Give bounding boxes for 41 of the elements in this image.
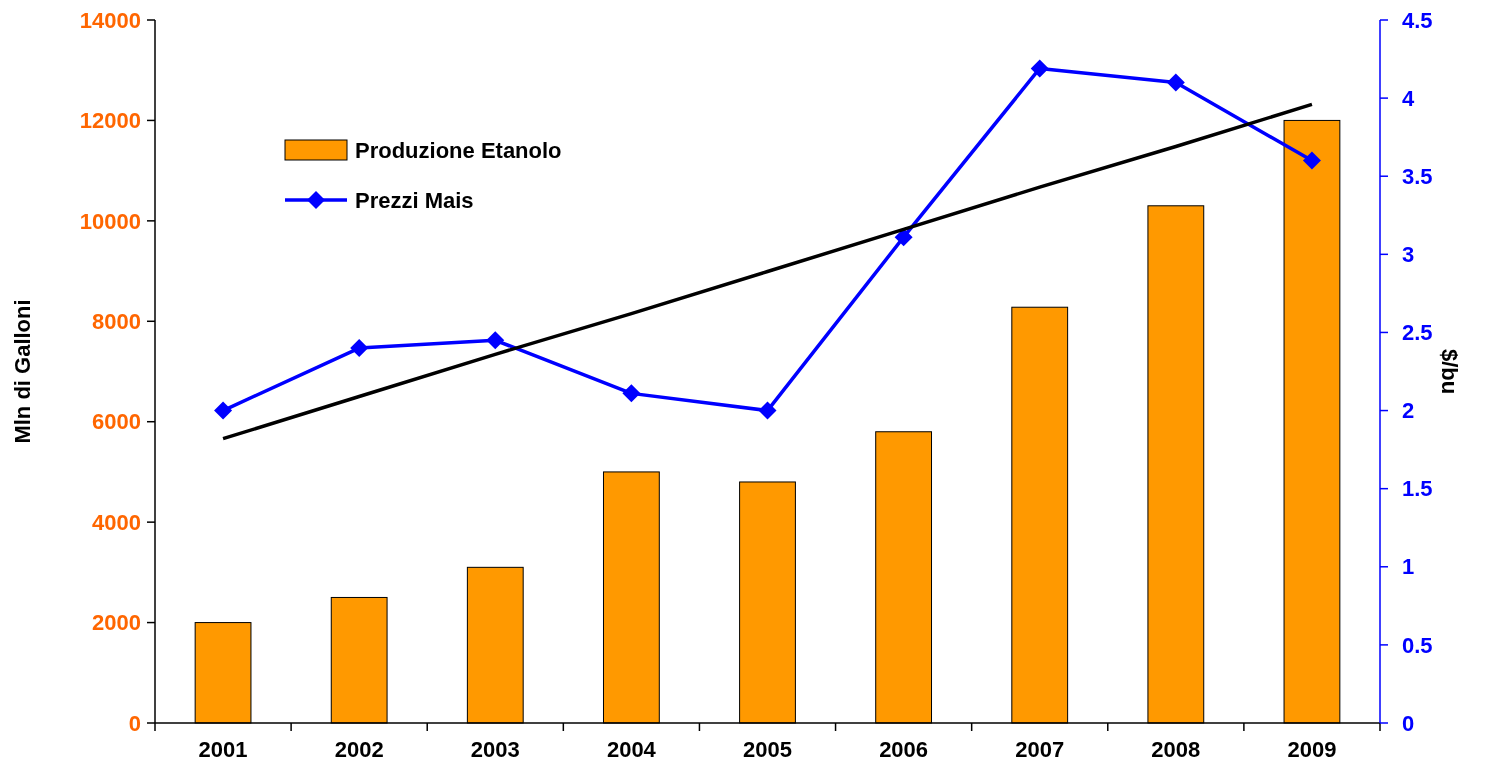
point: [1302, 151, 1321, 170]
x-tick-label: 2002: [334, 737, 384, 762]
y2-tick-label: 4: [1402, 85, 1415, 111]
y2-tick-label: 1.5: [1402, 476, 1433, 502]
point: [758, 401, 777, 420]
y2-tick-label: 0: [1402, 710, 1415, 736]
x-tick-label: 2007: [1015, 737, 1065, 762]
x-tick-label: 2004: [606, 737, 657, 762]
x-tick-label: 2009: [1287, 737, 1337, 762]
x-tick-label: 2006: [879, 737, 929, 762]
point: [486, 331, 505, 350]
y2-axis-title: $/bu: [1437, 348, 1462, 395]
y-tick-label: 14000: [79, 7, 141, 33]
y-tick-label: 0: [128, 710, 141, 736]
y2-tick-label: 4.5: [1402, 7, 1433, 33]
legend-label: Prezzi Mais: [355, 187, 474, 213]
point: [1030, 59, 1049, 78]
y-tick-label: 6000: [92, 409, 141, 435]
y2-tick-label: 3.5: [1402, 163, 1433, 189]
y-tick-label: 12000: [79, 108, 141, 134]
y-tick-label: 2000: [92, 610, 141, 636]
legend-label: Produzione Etanolo: [355, 137, 562, 163]
y-tick-label: 10000: [79, 208, 141, 234]
x-tick-label: 2008: [1151, 737, 1201, 762]
line-series: [221, 102, 1314, 441]
y-axis-title: Mln di Galloni: [10, 299, 35, 444]
x-tick-label: 2005: [743, 737, 792, 762]
point: [894, 228, 913, 247]
y2-tick-label: 1: [1402, 554, 1415, 580]
point: [622, 384, 641, 403]
point: [214, 401, 233, 420]
y-tick-label: 8000: [92, 308, 141, 334]
y-tick-label: 4000: [92, 509, 141, 535]
x-tick-label: 2001: [198, 737, 248, 762]
point: [1166, 73, 1185, 92]
point: [350, 339, 369, 358]
y2-tick-label: 2: [1402, 398, 1415, 424]
y2-tick-label: 3: [1402, 242, 1415, 268]
y2-tick-label: 2.5: [1402, 320, 1433, 346]
y2-tick-label: 0.5: [1402, 632, 1433, 658]
x-tick-label: 2003: [470, 737, 520, 762]
